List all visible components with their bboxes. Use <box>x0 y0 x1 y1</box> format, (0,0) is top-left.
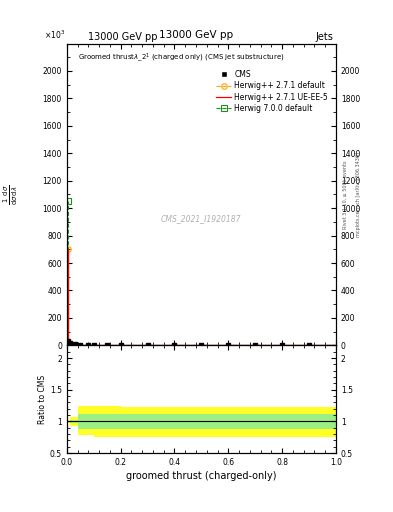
Text: mcplots.cern.ch [arXiv:1306.3436]: mcplots.cern.ch [arXiv:1306.3436] <box>356 152 361 237</box>
Text: Jets: Jets <box>316 32 333 42</box>
Text: 13000 GeV pp: 13000 GeV pp <box>160 30 233 40</box>
Legend: CMS, Herwig++ 2.7.1 default, Herwig++ 2.7.1 UE-EE-5, Herwig 7.0.0 default: CMS, Herwig++ 2.7.1 default, Herwig++ 2.… <box>214 69 329 114</box>
Text: CMS_2021_I1920187: CMS_2021_I1920187 <box>161 214 242 223</box>
X-axis label: groomed thrust (charged-only): groomed thrust (charged-only) <box>126 471 277 481</box>
Y-axis label: Ratio to CMS: Ratio to CMS <box>38 375 47 424</box>
Text: $\frac{1}{\mathrm{d}\sigma}\frac{\mathrm{d}\sigma}{\mathrm{d}\lambda}$: $\frac{1}{\mathrm{d}\sigma}\frac{\mathrm… <box>2 184 20 205</box>
Text: 13000 GeV pp: 13000 GeV pp <box>88 32 158 42</box>
Text: Groomed thrust$\lambda\_2^1$ (charged only) (CMS jet substructure): Groomed thrust$\lambda\_2^1$ (charged on… <box>77 51 285 64</box>
Text: Rivet 3.1.10, ≥ 500k events: Rivet 3.1.10, ≥ 500k events <box>343 160 348 229</box>
Text: $\times10^3$: $\times10^3$ <box>44 28 66 40</box>
